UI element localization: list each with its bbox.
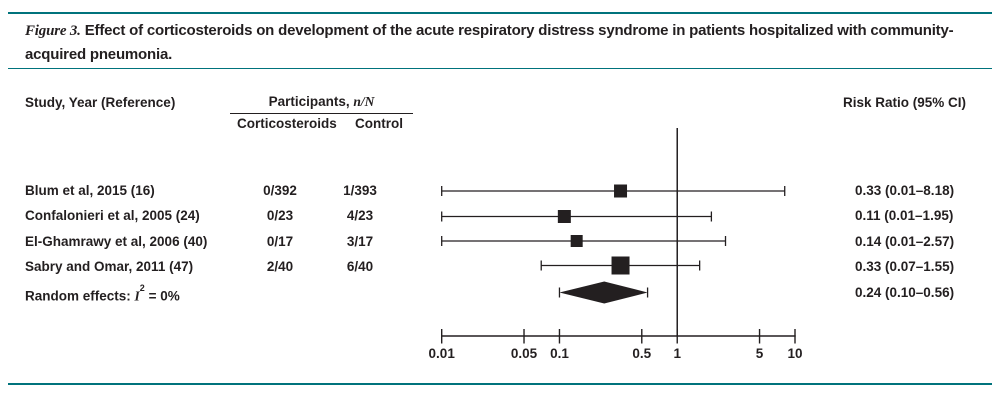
i-squared-symbol: I bbox=[134, 288, 140, 304]
caption-divider-rule bbox=[8, 68, 992, 69]
control-value: 4/23 bbox=[346, 208, 374, 223]
random-effects-suffix: = 0% bbox=[144, 288, 180, 304]
corticosteroids-value: 2/40 bbox=[266, 259, 294, 274]
corticosteroids-subheader: Corticosteroids bbox=[237, 116, 337, 131]
random-effects-prefix: Random effects: bbox=[25, 288, 135, 304]
point-estimate-box bbox=[570, 235, 583, 247]
x-axis-tick-label: 0.01 bbox=[429, 346, 456, 361]
study-label: Confalonieri et al, 2005 (24) bbox=[25, 208, 200, 223]
top-rule bbox=[8, 12, 992, 14]
x-axis-tick-label: 0.05 bbox=[511, 346, 538, 361]
control-value: 6/40 bbox=[346, 259, 374, 274]
control-subheader: Control bbox=[355, 116, 403, 131]
point-estimate-box bbox=[614, 184, 628, 198]
bottom-rule bbox=[8, 383, 992, 385]
study-label: Sabry and Omar, 2011 (47) bbox=[25, 259, 194, 274]
risk-ratio-value: 0.33 (0.01–8.18) bbox=[855, 183, 955, 198]
figure-caption: Figure 3. Effect of corticosteroids on de… bbox=[25, 19, 975, 66]
study-label: Blum et al, 2015 (16) bbox=[25, 183, 155, 198]
risk-ratio-value: 0.33 (0.07–1.55) bbox=[855, 259, 955, 274]
x-axis-tick-label: 0.1 bbox=[550, 346, 569, 361]
corticosteroids-value: 0/23 bbox=[266, 208, 294, 223]
pooled-risk-ratio-value: 0.24 (0.10–0.56) bbox=[855, 285, 955, 300]
corticosteroids-value: 0/17 bbox=[266, 234, 294, 249]
risk-ratio-column-header: Risk Ratio (95% CI) bbox=[843, 95, 967, 110]
control-value: 1/393 bbox=[343, 183, 377, 198]
participants-column-header: Participants, n/N bbox=[230, 94, 413, 114]
random-effects-label: Random effects: I2 = 0% bbox=[25, 283, 180, 304]
study-label: El-Ghamrawy et al, 2006 (40) bbox=[25, 234, 208, 249]
control-value: 3/17 bbox=[346, 234, 374, 249]
point-estimate-box bbox=[611, 256, 630, 275]
participants-header-prefix: Participants, bbox=[268, 94, 354, 109]
study-column-header: Study, Year (Reference) bbox=[25, 95, 176, 110]
summary-diamond bbox=[559, 281, 648, 304]
figure-label: Figure 3. bbox=[25, 23, 81, 39]
x-axis-tick-label: 10 bbox=[787, 346, 802, 361]
risk-ratio-value: 0.11 (0.01–1.95) bbox=[855, 208, 954, 223]
figure-caption-text: Effect of corticosteroids on development… bbox=[25, 22, 954, 63]
x-axis-tick-label: 0.5 bbox=[632, 346, 651, 361]
corticosteroids-value: 0/392 bbox=[263, 183, 297, 198]
x-axis-tick-label: 1 bbox=[673, 346, 681, 361]
risk-ratio-value: 0.14 (0.01–2.57) bbox=[855, 234, 955, 249]
x-axis-tick-label: 5 bbox=[756, 346, 764, 361]
participants-header-nN: n/N bbox=[353, 94, 375, 109]
point-estimate-box bbox=[557, 210, 571, 223]
i-squared-exponent: 2 bbox=[139, 283, 145, 293]
